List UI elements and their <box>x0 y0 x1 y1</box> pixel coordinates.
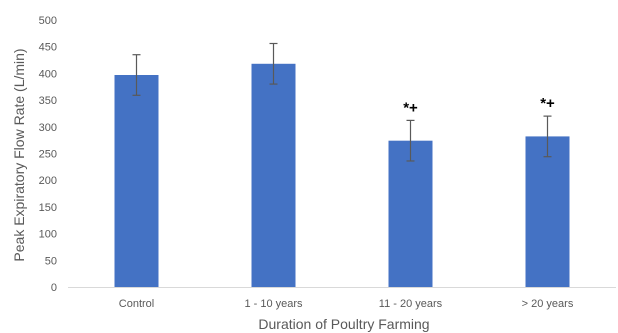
bar <box>388 140 433 287</box>
y-axis-title: Peak Expiratory Flow Rate (L/min) <box>11 48 27 261</box>
y-tick-label: 250 <box>39 149 57 161</box>
y-tick-label: 0 <box>51 282 57 294</box>
x-axis-title: Duration of Poultry Farming <box>258 316 429 332</box>
x-axis: Control 1 - 10 years 11 - 20 years > 20 yea… <box>68 287 616 310</box>
error-bars <box>132 42 552 162</box>
x-tick-label: 1 - 10 years <box>244 298 303 310</box>
significance-marker: *+ <box>540 95 555 112</box>
y-tick-label: 350 <box>39 95 57 107</box>
significance-marker: *+ <box>403 99 418 116</box>
y-tick-label: 100 <box>39 229 57 241</box>
y-tick-label: 450 <box>39 42 57 54</box>
y-tick-label: 500 <box>39 15 57 27</box>
y-tick-label: 400 <box>39 68 57 80</box>
bar <box>114 75 159 287</box>
bar <box>251 63 296 288</box>
x-tick-label: 11 - 20 years <box>379 298 443 310</box>
y-tick-label: 200 <box>39 175 57 187</box>
y-tick-label: 300 <box>39 122 57 134</box>
x-tick-label: > 20 years <box>522 298 574 310</box>
y-tick-label: 50 <box>45 255 57 267</box>
bars <box>114 63 570 288</box>
bar <box>525 136 570 287</box>
x-tick-label: Control <box>119 298 154 310</box>
significance-annotations: *+ *+ <box>403 95 555 116</box>
y-tick-label: 150 <box>39 202 57 214</box>
y-axis: 0 50 100 150 200 250 300 350 400 450 500 <box>39 15 57 294</box>
